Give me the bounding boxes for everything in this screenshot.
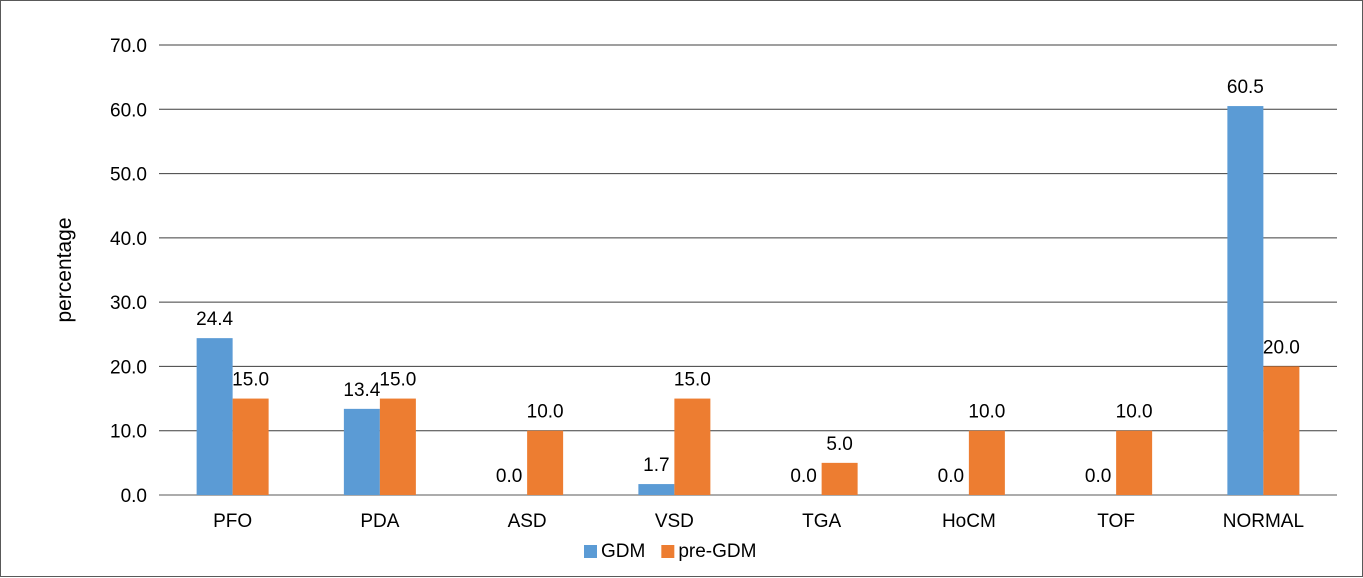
bar-pre-gdm-vsd (674, 398, 711, 495)
data-label: 15.0 (674, 370, 711, 391)
x-tick-label: HoCM (942, 511, 996, 532)
x-tick-label: PDA (360, 511, 399, 532)
data-label: 20.0 (1263, 337, 1300, 358)
y-axis-title: percentage (53, 217, 76, 322)
data-label: 60.5 (1227, 77, 1264, 98)
x-tick-label: PFO (213, 511, 252, 532)
bar-gdm-normal (1227, 106, 1264, 496)
data-label: 0.0 (496, 466, 522, 487)
bar-pre-gdm-hocm (968, 430, 1005, 495)
bar-gdm-pfo (196, 338, 233, 495)
data-label: 10.0 (527, 402, 564, 423)
bar-pre-gdm-pda (379, 398, 416, 495)
bars (196, 106, 1300, 496)
data-labels: 24.415.0 13.4 15.00.010.01.715.00.05.00.01… (196, 77, 1300, 487)
data-label: 24.4 (196, 309, 233, 330)
grid-lines (159, 44, 1337, 496)
data-label: 10.0 (1116, 402, 1153, 423)
y-tick-label: 30.0 (110, 293, 147, 314)
y-tick-label: 20.0 (110, 357, 147, 378)
data-label: 13.4 (343, 380, 380, 401)
data-label: 15.0 (379, 370, 416, 391)
y-tick-label: 70.0 (110, 36, 147, 57)
x-axis-ticks: PFO PDA ASD VSD TGA HoCM TOF NORMAL (213, 511, 1304, 532)
data-label: 0.0 (938, 466, 964, 487)
x-tick-label: VSD (655, 511, 694, 532)
x-tick-label: TOF (1097, 511, 1135, 532)
bar-pre-gdm-asd (527, 430, 564, 495)
y-axis-ticks: 0.0 10.0 20.0 30.0 40.0 50.0 60.0 70.0 (110, 36, 147, 507)
data-label: 15.0 (232, 370, 269, 391)
data-label: 0.0 (790, 466, 816, 487)
x-tick-label: NORMAL (1223, 511, 1304, 532)
x-tick-label: ASD (508, 511, 547, 532)
y-tick-label: 0.0 (121, 486, 147, 507)
bar-pre-gdm-tof (1116, 430, 1153, 495)
data-label: 10.0 (968, 402, 1005, 423)
y-tick-label: 40.0 (110, 229, 147, 250)
data-label: 1.7 (643, 455, 669, 476)
legend-label: pre-GDM (678, 541, 756, 562)
bar-pre-gdm-tga (821, 462, 858, 495)
bar-pre-gdm-normal (1263, 366, 1300, 495)
data-label: 0.0 (1085, 466, 1111, 487)
y-tick-label: 10.0 (110, 422, 147, 443)
legend-swatch (661, 545, 675, 558)
legend: GDM pre-GDM (584, 541, 756, 562)
legend-swatch (584, 545, 597, 558)
bar-pre-gdm-pfo (232, 398, 269, 495)
x-tick-label: TGA (802, 511, 841, 532)
y-tick-label: 60.0 (110, 100, 147, 121)
data-label: 5.0 (826, 434, 852, 455)
bar-gdm-vsd (638, 484, 675, 495)
bar-gdm-pda (343, 408, 380, 495)
legend-label: GDM (601, 541, 645, 562)
y-tick-label: 50.0 (110, 165, 147, 186)
